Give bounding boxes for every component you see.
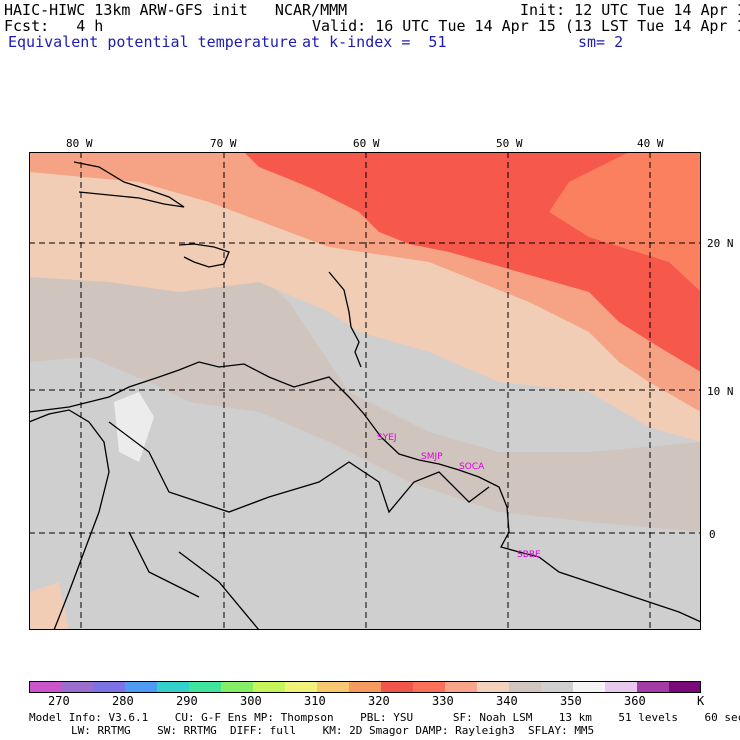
lon-label-50w: 50 W — [496, 137, 523, 150]
coastline-lesser-antilles — [328, 271, 362, 368]
colorbar-cell — [61, 681, 94, 693]
colorbar-cell — [285, 681, 318, 693]
field-shade-330 — [244, 152, 701, 372]
level-index: at k-index = 51 — [302, 33, 447, 51]
valid-time: Valid: 16 UTC Tue 14 Apr 15 (13 LST Tue … — [312, 17, 740, 35]
colorbar-cell — [317, 681, 350, 693]
colorbar-cell — [477, 681, 510, 693]
colorbar-cell — [413, 681, 446, 693]
colorbar-cell — [669, 681, 701, 693]
field-name: Equivalent potential temperature — [8, 33, 297, 51]
station-label-soca: SOCA — [459, 462, 485, 472]
lon-label-60w: 60 W — [353, 137, 380, 150]
station-label-smjp: SMJP — [421, 452, 443, 462]
colorbar-label-330: 330 — [432, 694, 454, 708]
colorbar-cell — [29, 681, 62, 693]
colorbar — [29, 681, 701, 693]
colorbar-cell — [541, 681, 574, 693]
coastline-south-america — [29, 361, 701, 623]
country-borders — [108, 421, 490, 630]
colorbar-label-340: 340 — [496, 694, 518, 708]
colorbar-cell — [253, 681, 286, 693]
colorbar-cell — [221, 681, 254, 693]
colorbar-cell — [637, 681, 670, 693]
colorbar-cell — [93, 681, 126, 693]
station-labels: SYEJ SMJP SOCA SBBE — [377, 433, 541, 560]
colorbar-cell — [381, 681, 414, 693]
init-time: Init: 12 UTC Tue 14 Apr 15 — [520, 1, 740, 19]
model-info-line1: Model Info: V3.6.1 CU: G-F Ens MP: Thomp… — [29, 711, 740, 724]
model-info-line2: LW: RRTMG SW: RRTMG DIFF: full KM: 2D Sm… — [71, 724, 595, 737]
map-frame — [29, 152, 701, 630]
colorbar-label-310: 310 — [304, 694, 326, 708]
lat-label-equator: 0 — [709, 528, 716, 541]
colorbar-label-360: 360 — [624, 694, 646, 708]
colorbar-cell — [509, 681, 542, 693]
lat-lon-grid — [29, 152, 701, 630]
lon-label-40w: 40 W — [637, 137, 664, 150]
smoothing-label: sm= 2 — [578, 33, 624, 51]
lat-label-20n: 20 N — [707, 237, 734, 250]
colorbar-cell — [189, 681, 222, 693]
lon-label-80w: 80 W — [66, 137, 93, 150]
coastline-central-america — [29, 409, 110, 630]
coastlines — [29, 161, 701, 630]
forecast-hour: Fcst: 4 h — [4, 17, 104, 35]
station-label-sbbe: SBBE — [517, 550, 541, 560]
colorbar-label-270: 270 — [48, 694, 70, 708]
field-shade-360 — [114, 392, 154, 462]
theta-e-map: SYEJ SMJP SOCA SBBE — [29, 152, 701, 630]
colorbar-unit: K — [697, 694, 705, 708]
colorbar-cell — [157, 681, 190, 693]
colorbar-cell — [445, 681, 478, 693]
colorbar-label-350: 350 — [560, 694, 582, 708]
lon-label-70w: 70 W — [210, 137, 237, 150]
colorbar-cell — [349, 681, 382, 693]
colorbar-cell — [605, 681, 638, 693]
colorbar-cell — [125, 681, 158, 693]
coastline-hispaniola — [178, 243, 230, 268]
station-label-syej: SYEJ — [377, 433, 397, 443]
colorbar-label-300: 300 — [240, 694, 262, 708]
colorbar-label-280: 280 — [112, 694, 134, 708]
colorbar-label-320: 320 — [368, 694, 390, 708]
lat-label-10n: 10 N — [707, 385, 734, 398]
colorbar-cell — [573, 681, 606, 693]
coastline-cuba — [73, 161, 185, 208]
colorbar-label-290: 290 — [176, 694, 198, 708]
plot-title: HAIC-HIWC 13km ARW-GFS init NCAR/MMM — [4, 1, 348, 19]
